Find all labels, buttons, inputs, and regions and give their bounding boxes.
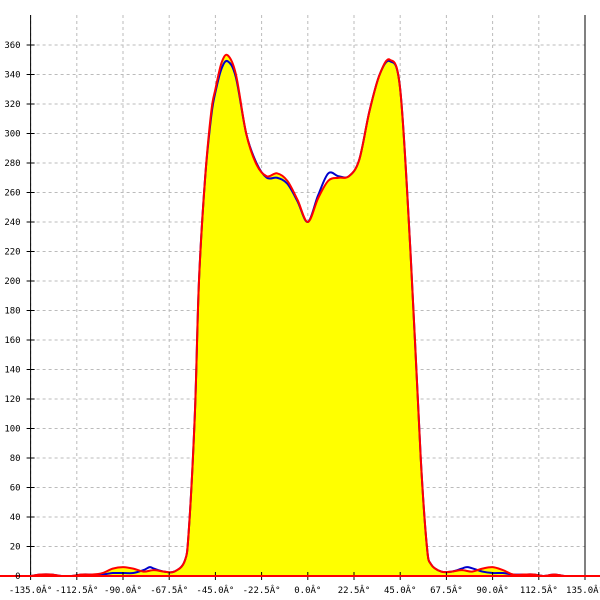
y-tick-label: 160 (4, 336, 20, 346)
y-tick-label: 60 (10, 484, 21, 494)
y-tick-label: 0 (15, 572, 20, 582)
y-tick-label: 340 (4, 71, 20, 81)
y-tick-label: 40 (10, 513, 21, 523)
x-tick-label: 0.0Â° (294, 584, 321, 596)
y-tick-label: 280 (4, 159, 20, 169)
y-tick-label: 20 (10, 543, 21, 553)
y-tick-label: 320 (4, 100, 20, 110)
x-tick-label: 135.0Â° (566, 584, 600, 596)
x-tick-label: -135.0Â° (9, 584, 52, 596)
x-tick-label: 45.0Â° (384, 584, 417, 596)
y-tick-label: 240 (4, 218, 20, 228)
y-tick-label: 300 (4, 130, 20, 140)
y-tick-label: 120 (4, 395, 20, 405)
y-tick-label: 220 (4, 248, 20, 258)
series-line-1 (30, 53, 585, 578)
x-tick-label: -22.5Â° (243, 584, 281, 596)
area-fill-path (30, 54, 586, 576)
x-tick-label: -112.5Â° (55, 584, 98, 596)
y-tick-label: 80 (10, 454, 21, 464)
x-tick-label: -67.5Â° (150, 584, 188, 596)
x-tick-label: 67.5Â° (430, 584, 463, 596)
y-tick-label: 200 (4, 277, 20, 287)
x-tick-label: 90.0Â° (476, 584, 509, 596)
y-tick-label: 260 (4, 189, 20, 199)
y-tick-label: 140 (4, 366, 20, 376)
x-tick-labels: -135.0Â° -112.5Â° -90.0Â° -67.5Â° -45.0Â° -22… (9, 584, 600, 596)
y-tick-labels: 0 20 40 60 80 100 120 140 160 180 200 220 240 260 280 3… (4, 41, 20, 582)
x-tick-label: -45.0Â° (196, 584, 234, 596)
x-tick-label: 22.5Â° (338, 584, 371, 596)
area-fill (30, 54, 586, 576)
y-tick-label: 360 (4, 41, 20, 51)
axes (0, 15, 600, 580)
x-tick-label: 112.5Â° (520, 584, 558, 596)
y-tick-label: 180 (4, 307, 20, 317)
y-tick-label: 100 (4, 425, 20, 435)
x-tick-label: -90.0Â° (104, 584, 142, 596)
series-lines (30, 53, 585, 578)
